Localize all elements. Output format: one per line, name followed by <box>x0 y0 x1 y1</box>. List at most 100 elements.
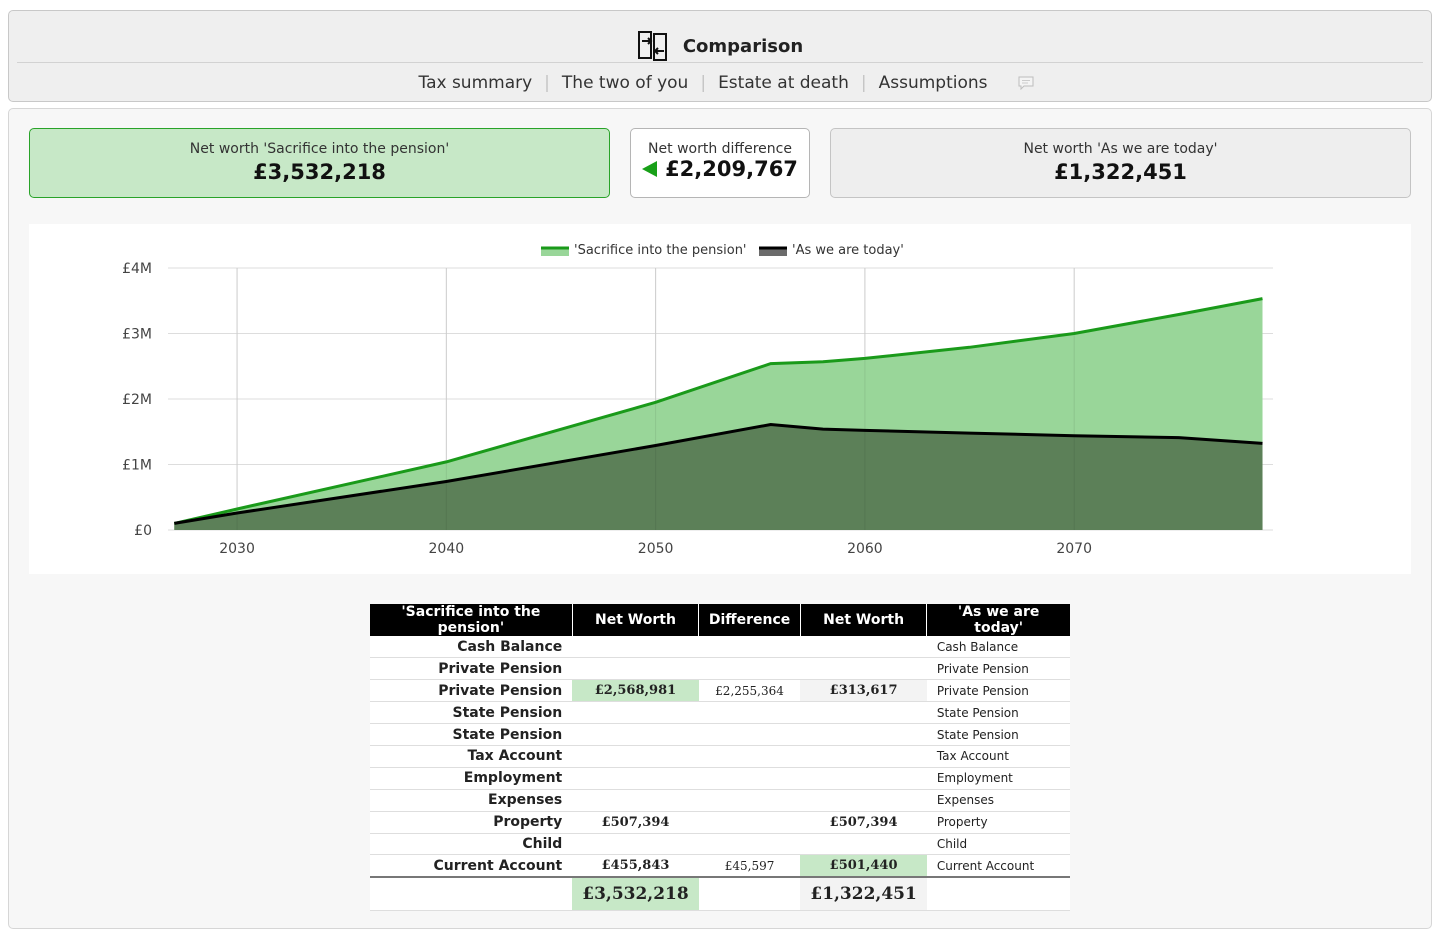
left-net-worth <box>572 636 699 659</box>
x-tick-label: 2070 <box>1056 541 1092 557</box>
legend-swatch-sacrifice <box>541 248 569 256</box>
table-row: State Pension State Pension <box>370 701 1070 725</box>
card-label: Net worth 'As we are today' <box>1023 141 1218 157</box>
x-tick-label: 2040 <box>429 541 465 557</box>
right-net-worth: £507,394 <box>800 811 927 834</box>
row-label: Property <box>370 811 573 834</box>
difference: £2,255,364 <box>698 679 801 703</box>
right-row-label: Private Pension <box>926 657 1070 681</box>
x-tick-label: 2060 <box>847 541 883 557</box>
total-diff <box>698 875 801 912</box>
left-arrow-icon <box>642 161 658 177</box>
y-tick-label: £2M <box>122 392 152 408</box>
net-worth-difference-card: Net worth difference £2,209,767 <box>630 128 810 198</box>
total-row: £3,532,218 £1,322,451 <box>370 875 1070 912</box>
col-header: Net Worth <box>800 604 928 636</box>
difference <box>698 767 801 790</box>
nav-assumptions[interactable]: Assumptions <box>878 73 988 93</box>
difference: £45,597 <box>698 854 801 878</box>
row-label: Private Pension <box>370 657 573 681</box>
right-row-label: Expenses <box>926 789 1070 812</box>
row-label: Cash Balance <box>370 636 573 659</box>
left-net-worth <box>572 789 699 812</box>
nav-tax-summary[interactable]: Tax summary <box>418 73 533 93</box>
divider <box>17 62 1423 63</box>
left-net-worth <box>572 745 699 768</box>
net-worth-today-card: Net worth 'As we are today' £1,322,451 <box>830 128 1411 198</box>
left-net-worth <box>572 767 699 790</box>
right-row-label: Child <box>926 833 1070 856</box>
difference <box>698 701 801 725</box>
left-net-worth <box>572 701 699 725</box>
net-worth-chart: £0 £1M £2M £3M £4M 2030 2040 2050 2060 2070 'Sacri… <box>29 224 1411 574</box>
legend-label-today: 'As we are today' <box>792 243 904 258</box>
right-net-worth <box>800 833 927 856</box>
left-net-worth: £455,843 <box>572 854 699 878</box>
net-worth-sacrifice-card: Net worth 'Sacrifice into the pension' £… <box>29 128 610 198</box>
compare-arrows-icon <box>637 31 667 61</box>
left-net-worth <box>572 833 699 856</box>
nav-the-two-of-you[interactable]: The two of you <box>561 73 689 93</box>
main-panel: Net worth 'Sacrifice into the pension' £… <box>8 108 1432 929</box>
right-net-worth <box>800 657 927 681</box>
difference <box>698 789 801 812</box>
legend-label-sacrifice: 'Sacrifice into the pension' <box>574 243 747 258</box>
table-row: Property £507,394 £507,394 Property <box>370 811 1070 834</box>
right-row-label: Property <box>926 811 1070 834</box>
right-row-label: State Pension <box>926 723 1070 746</box>
right-row-label: Private Pension <box>926 679 1070 703</box>
right-row-label: Current Account <box>926 854 1070 878</box>
total-right-label <box>926 875 1070 912</box>
page-title: Comparison <box>682 35 804 57</box>
difference <box>698 811 801 834</box>
sacrifice-line <box>173 297 1263 525</box>
card-value: £2,209,767 <box>665 157 798 181</box>
right-net-worth <box>800 723 927 746</box>
total-right: £1,322,451 <box>800 875 927 912</box>
table-row: State Pension State Pension <box>370 723 1070 746</box>
right-row-label: Tax Account <box>926 745 1070 768</box>
nav-separator: | <box>700 73 707 93</box>
right-net-worth <box>800 745 927 768</box>
card-value: £1,322,451 <box>1054 160 1187 184</box>
right-row-label: State Pension <box>926 701 1070 725</box>
right-net-worth <box>800 789 927 812</box>
col-header: Net Worth <box>572 604 700 636</box>
nav-bar: Tax summary | The two of you | Estate at… <box>9 67 1431 99</box>
table-row: Private Pension £2,568,981 £2,255,364 £313,… <box>370 679 1070 703</box>
comment-icon[interactable] <box>1018 76 1034 90</box>
card-label: Net worth 'Sacrifice into the pension' <box>189 141 450 157</box>
total-left: £3,532,218 <box>572 875 699 912</box>
left-net-worth <box>572 723 699 746</box>
header-panel: Comparison Tax summary | The two of you … <box>8 10 1432 102</box>
right-net-worth: £313,617 <box>800 679 927 703</box>
col-header: Difference <box>698 604 801 636</box>
difference <box>698 657 801 681</box>
chart-svg: £0 £1M £2M £3M £4M 2030 2040 2050 2060 2070 'Sacri… <box>122 243 1273 557</box>
card-label: Net worth difference <box>648 141 792 157</box>
left-net-worth: £507,394 <box>572 811 699 834</box>
row-label: State Pension <box>370 723 573 746</box>
legend-swatch-today <box>759 248 787 256</box>
right-net-worth: £501,440 <box>800 854 927 878</box>
total-label <box>370 875 573 912</box>
nav-estate-at-death[interactable]: Estate at death <box>718 73 849 93</box>
x-tick-label: 2030 <box>219 541 255 557</box>
col-header: 'As we are today' <box>926 604 1070 636</box>
col-header: 'Sacrifice into the pension' <box>370 604 573 636</box>
today-area <box>174 424 1263 530</box>
today-line <box>174 422 1263 525</box>
row-label: State Pension <box>370 701 573 725</box>
row-label: Private Pension <box>370 679 573 703</box>
x-tick-label: 2050 <box>638 541 674 557</box>
table-row: Current Account £455,843 £45,597 £501,440 Cu… <box>370 854 1070 878</box>
right-row-label: Cash Balance <box>926 636 1070 659</box>
nav-separator: | <box>544 73 550 93</box>
card-value: £3,532,218 <box>253 160 386 184</box>
left-net-worth: £2,568,981 <box>572 679 699 703</box>
table-row: Tax Account Tax Account <box>370 745 1070 768</box>
table-row: Cash Balance Cash Balance <box>370 636 1070 659</box>
nav-separator: | <box>860 73 867 93</box>
row-label: Current Account <box>370 854 573 878</box>
left-net-worth <box>572 657 699 681</box>
